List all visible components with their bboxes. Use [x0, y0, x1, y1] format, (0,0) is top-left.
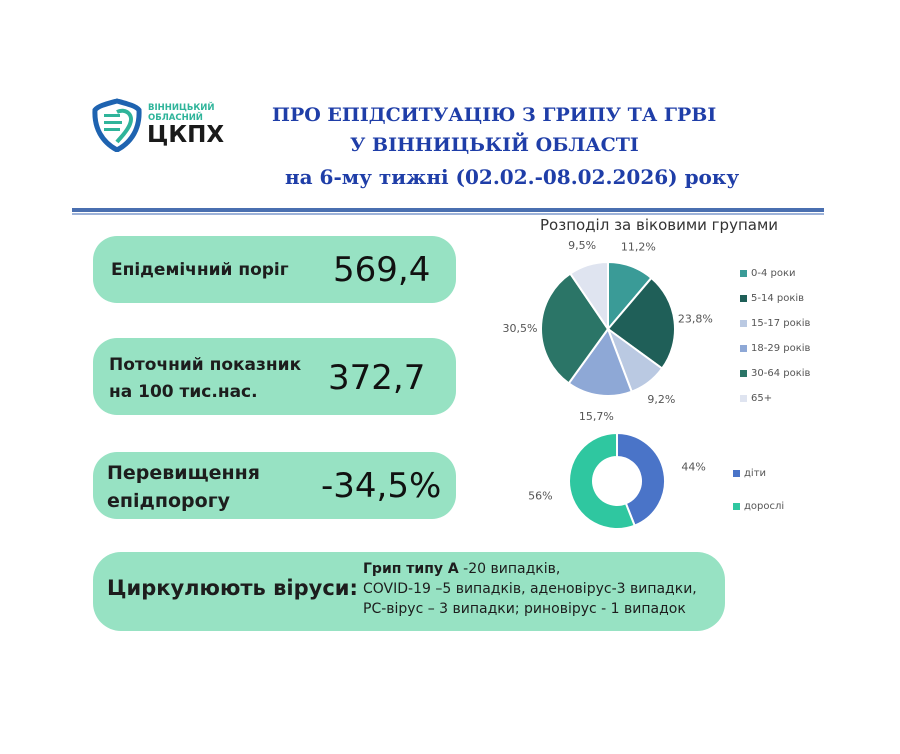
stat-label-line1: Поточний показник	[109, 355, 302, 375]
data-label: 15,7%	[579, 410, 614, 423]
legend-label: дорослі	[744, 501, 785, 512]
legend-label: 18-29 років	[751, 343, 811, 354]
legend-swatch	[740, 320, 747, 327]
legend-item: 5-14 років	[740, 293, 804, 304]
data-label: 56%	[528, 490, 552, 503]
legend-item: 15-17 років	[740, 318, 810, 329]
logo-name: ЦКПХ	[147, 122, 225, 148]
virus-flu-a-count: -20 випадків,	[458, 561, 561, 577]
legend-label: 65+	[751, 393, 773, 404]
legend-swatch	[740, 370, 747, 377]
legend-label: 30-64 років	[751, 368, 811, 379]
legend-item: 65+	[740, 393, 772, 404]
data-label: 30,5%	[503, 322, 538, 335]
stat-label: Поточний показник на 100 тис.нас.	[109, 352, 301, 406]
viruses-list: Грип типу А -20 випадків, COVID-19 –5 ви…	[363, 559, 697, 619]
slice-5-14 років	[606, 276, 676, 370]
legend-item: 0-4 роки	[740, 268, 796, 279]
stat-value: 569,4	[333, 250, 431, 290]
logo-line2: ОБЛАСНИЙ	[148, 113, 203, 123]
legend-swatch	[740, 270, 747, 277]
slice-30-64 років	[540, 272, 610, 385]
data-label: 23,8%	[678, 313, 713, 326]
data-label: 9,2%	[647, 393, 675, 406]
stat-value: -34,5%	[321, 466, 442, 506]
legend-swatch	[740, 395, 747, 402]
virus-line2: COVID-19 –5 випадків, аденовірус-3 випад…	[363, 581, 697, 597]
legend-swatch	[733, 470, 740, 477]
title-line1: ПРО ЕПІДСИТУАЦІЮ З ГРИПУ ТА ГРВІ	[272, 104, 717, 126]
stat-label-line2: на 100 тис.нас.	[109, 382, 258, 402]
title-line3: на 6-му тижні (02.02.-08.02.2026) року	[285, 165, 740, 189]
viruses-label: Циркулюють віруси:	[107, 576, 358, 600]
legend-swatch	[733, 503, 740, 510]
data-label: 9,5%	[568, 239, 596, 252]
logo-line1: ВІННИЦЬКИЙ	[148, 103, 215, 113]
slice-діти	[616, 431, 666, 527]
stat-label-line2: епідпорогу	[107, 490, 231, 512]
stat-threshold: Епідемічний поріг 569,4	[93, 236, 456, 303]
stat-label: Перевищення епідпорогу	[107, 459, 260, 515]
legend-item: дорослі	[733, 501, 784, 512]
data-label: 11,2%	[621, 240, 656, 253]
legend-item: 30-64 років	[740, 368, 810, 379]
stat-label-line1: Перевищення	[107, 462, 260, 484]
stat-current: Поточний показник на 100 тис.нас. 372,7	[93, 338, 456, 415]
viruses-box: Циркулюють віруси: Грип типу А -20 випад…	[93, 552, 725, 631]
legend-label: 0-4 роки	[751, 268, 796, 279]
legend-label: 15-17 років	[751, 318, 811, 329]
legend-swatch	[740, 295, 747, 302]
slice-дорослі	[568, 431, 636, 530]
stat-label: Епідемічний поріг	[111, 260, 289, 280]
data-label: 44%	[681, 460, 705, 473]
stat-excess: Перевищення епідпорогу -34,5%	[93, 452, 456, 519]
divider	[72, 208, 824, 212]
legend-label: 5-14 років	[751, 293, 805, 304]
title-line2: У ВІННИЦЬКІЙ ОБЛАСТІ	[350, 134, 639, 156]
logo-subtitle: ВІННИЦЬКИЙ ОБЛАСНИЙ	[148, 103, 215, 123]
legend-swatch	[740, 345, 747, 352]
logo-shield-icon	[92, 98, 142, 152]
age-chart-title: Розподіл за віковими групами	[540, 216, 779, 234]
legend-item: діти	[733, 468, 766, 479]
virus-flu-a: Грип типу А	[363, 561, 459, 577]
stat-value: 372,7	[328, 358, 426, 398]
legend-label: діти	[744, 468, 767, 479]
divider	[72, 213, 824, 215]
virus-line3: РС-вірус – 3 випадки; риновірус - 1 випа…	[363, 601, 686, 617]
legend-item: 18-29 років	[740, 343, 810, 354]
slice-18-29 років	[567, 326, 633, 397]
slice-65+	[568, 260, 609, 333]
